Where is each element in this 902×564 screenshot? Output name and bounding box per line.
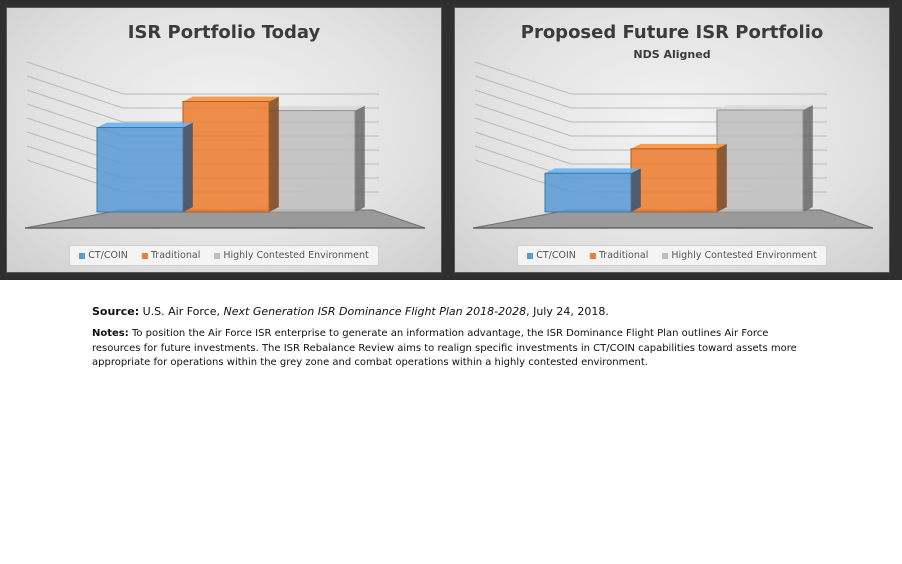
legend-label: Traditional — [150, 250, 201, 261]
bar-top — [631, 143, 727, 149]
bar — [716, 109, 804, 213]
source-date: , July 24, 2018. — [526, 305, 609, 318]
legend-item-traditional: Traditional — [141, 250, 201, 261]
bar-side — [355, 105, 365, 212]
bar-side — [269, 96, 279, 212]
legend-swatch — [141, 252, 148, 259]
chart-legend: CT/COIN Traditional Highly Contested Env… — [69, 245, 379, 266]
legend-item-highly-contested: Highly Contested Environment — [662, 250, 817, 261]
legend-item-ct-coin: CT/COIN — [527, 250, 576, 261]
legend-swatch — [527, 252, 534, 259]
legend-label: Highly Contested Environment — [671, 250, 817, 261]
bar-side — [183, 122, 193, 212]
bar — [96, 127, 184, 213]
legend-item-traditional: Traditional — [589, 250, 649, 261]
source-line: Source: U.S. Air Force, Next Generation … — [92, 305, 812, 318]
grid-line — [474, 75, 827, 109]
chart-panel-today: ISR Portfolio Today CT/COIN Traditional … — [6, 7, 442, 273]
bar — [182, 101, 270, 213]
source-title: Next Generation ISR Dominance Flight Pla… — [223, 305, 527, 318]
legend-swatch — [79, 252, 86, 259]
chart-panel-future: Proposed Future ISR Portfolio NDS Aligne… — [454, 7, 890, 273]
bar — [544, 172, 632, 213]
bar — [268, 110, 356, 213]
bar-top — [269, 105, 365, 111]
figure-strip: ISR Portfolio Today CT/COIN Traditional … — [0, 0, 902, 280]
legend-label: CT/COIN — [536, 250, 576, 261]
legend-label: Traditional — [598, 250, 649, 261]
chart-title: ISR Portfolio Today — [127, 22, 321, 43]
legend-label: CT/COIN — [88, 250, 128, 261]
notes-label: Notes: — [92, 328, 129, 339]
source-label: Source: — [92, 305, 140, 318]
chart-title: Proposed Future ISR Portfolio — [520, 22, 824, 43]
legend-label: Highly Contested Environment — [223, 250, 369, 261]
bar-top — [717, 105, 813, 110]
bar-side — [717, 143, 727, 212]
source-publisher: U.S. Air Force, — [142, 305, 221, 318]
legend-item-ct-coin: CT/COIN — [79, 250, 128, 261]
legend-swatch — [589, 252, 596, 259]
bar — [630, 148, 718, 213]
bar-top — [183, 96, 279, 102]
bar-top — [545, 168, 641, 174]
legend-item-highly-contested: Highly Contested Environment — [214, 250, 369, 261]
figure-caption: Source: U.S. Air Force, Next Generation … — [92, 305, 812, 371]
grid-line — [474, 61, 827, 95]
chart-subtitle: NDS Aligned — [633, 48, 711, 61]
chart-floor — [24, 209, 426, 229]
chart-today-canvas — [24, 61, 426, 229]
chart-legend: CT/COIN Traditional Highly Contested Env… — [517, 245, 827, 266]
legend-swatch — [214, 252, 221, 259]
bar-side — [803, 105, 813, 212]
bar-top — [97, 122, 193, 128]
legend-swatch — [662, 252, 669, 259]
grid-line — [26, 61, 379, 95]
chart-floor — [472, 209, 874, 229]
notes-line: Notes: To position the Air Force ISR ent… — [92, 327, 812, 371]
bar-side — [631, 168, 641, 212]
chart-future-canvas — [472, 61, 874, 229]
notes-text: To position the Air Force ISR enterprise… — [92, 328, 797, 368]
